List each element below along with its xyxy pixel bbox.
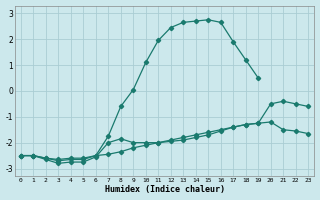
X-axis label: Humidex (Indice chaleur): Humidex (Indice chaleur) <box>105 185 225 194</box>
